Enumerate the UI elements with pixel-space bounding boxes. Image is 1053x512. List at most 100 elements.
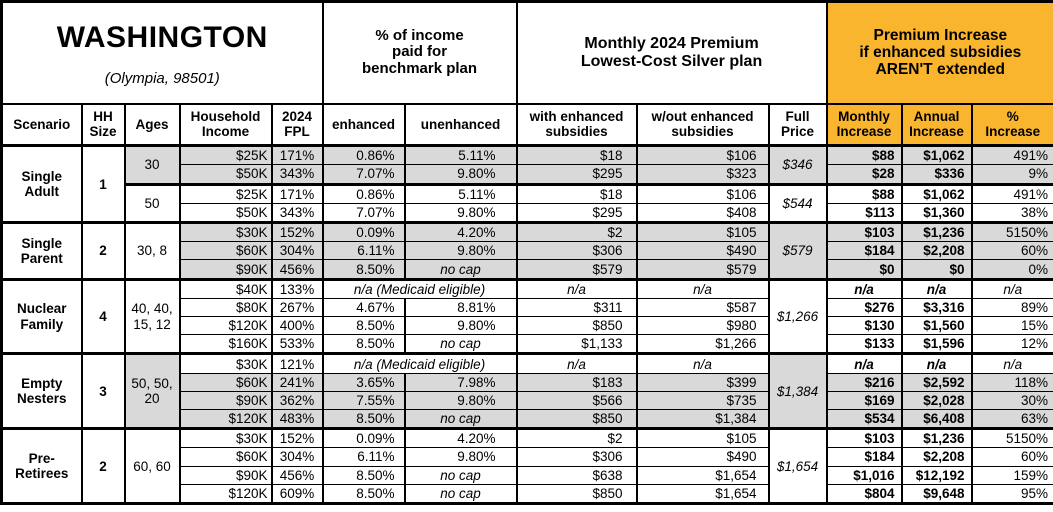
table-body: Single Adult 1 30 $25K 171% 0.86% 5.11% $18 $106… <box>0 144 1053 505</box>
annual-increase: $1,560 <box>900 316 973 336</box>
state-title: WASHINGTON <box>56 21 268 55</box>
pct-increase: 63% <box>970 408 1053 430</box>
col-header-with-subsidies: with enhanced subsidies <box>515 102 638 148</box>
unenhanced-pct: no cap <box>403 334 518 355</box>
fpl-pct: 400% <box>270 316 324 336</box>
full-price: $544 <box>767 182 828 224</box>
col-header-unenhanced: unenhanced <box>403 102 518 148</box>
fpl-pct: 267% <box>270 297 324 318</box>
monthly-increase: $103 <box>825 221 903 243</box>
household-income: $60K <box>178 372 273 392</box>
enhanced-pct: 8.50% <box>321 483 406 505</box>
pct-increase: 491% <box>970 144 1053 166</box>
annual-increase: $2,208 <box>900 447 973 467</box>
fpl-pct: 171% <box>270 182 324 204</box>
enhanced-pct: 3.65% <box>321 372 406 392</box>
premium-with-subsidies: $850 <box>515 408 638 430</box>
annual-increase: $1,236 <box>900 221 973 243</box>
unenhanced-pct: 5.11% <box>403 144 518 166</box>
col-header-hh-size: HH Size <box>80 102 126 148</box>
unenhanced-pct: no cap <box>403 465 518 485</box>
premium-with-subsidies: $18 <box>515 182 638 204</box>
hh-size: 1 <box>80 144 126 224</box>
group-header-benchmark: % of income paid for benchmark plan <box>321 0 518 105</box>
group-header-row: WASHINGTON (Olympia, 98501) % of income … <box>0 0 1053 105</box>
pct-increase: 30% <box>970 390 1053 410</box>
monthly-increase: $216 <box>825 372 903 392</box>
premium-with-subsidies: $850 <box>515 483 638 505</box>
enhanced-pct: 0.09% <box>321 221 406 243</box>
full-price: $1,654 <box>767 427 828 504</box>
hh-size: 3 <box>80 352 126 430</box>
household-income: $40K <box>178 277 273 299</box>
col-header-household-income: Household Income <box>178 102 273 148</box>
fpl-pct: 304% <box>270 241 324 261</box>
enhanced-pct: 8.50% <box>321 465 406 485</box>
pct-increase: 5150% <box>970 427 1053 449</box>
col-header-enhanced: enhanced <box>321 102 406 148</box>
monthly-increase: $184 <box>825 241 903 261</box>
medicaid-note: n/a (Medicaid eligible) <box>321 352 518 374</box>
premium-with-subsidies: $566 <box>515 390 638 410</box>
fpl-pct: 241% <box>270 372 324 392</box>
household-income: $90K <box>178 465 273 485</box>
annual-increase: $336 <box>900 164 973 185</box>
annual-increase: n/a <box>900 352 973 374</box>
unenhanced-pct: no cap <box>403 408 518 430</box>
unenhanced-pct: 7.98% <box>403 372 518 392</box>
ages: 50, 50, 20 <box>123 352 181 430</box>
col-header-pct-increase: % Increase <box>970 102 1053 148</box>
unenhanced-pct: 8.81% <box>403 297 518 318</box>
scenario-name: Empty Nesters <box>0 352 83 430</box>
hh-size: 2 <box>80 221 126 280</box>
premium-with-subsidies: $2 <box>515 427 638 449</box>
pct-increase: n/a <box>970 352 1053 374</box>
pct-increase: 60% <box>970 447 1053 467</box>
premium-without-subsidies: $106 <box>635 182 770 204</box>
fpl-pct: 133% <box>270 277 324 299</box>
premium-without-subsidies: $1,654 <box>635 465 770 485</box>
annual-increase: $2,208 <box>900 241 973 261</box>
ages: 30 <box>123 144 181 185</box>
household-income: $30K <box>178 352 273 374</box>
full-price: $346 <box>767 144 828 185</box>
annual-increase: $2,028 <box>900 390 973 410</box>
household-income: $120K <box>178 408 273 430</box>
pct-increase: 5150% <box>970 221 1053 243</box>
premium-with-subsidies: $295 <box>515 202 638 224</box>
premium-with-subsidies: n/a <box>515 352 638 374</box>
enhanced-pct: 7.55% <box>321 390 406 410</box>
household-income: $30K <box>178 427 273 449</box>
household-income: $30K <box>178 221 273 243</box>
hh-size: 4 <box>80 277 126 355</box>
premium-without-subsidies: $1,654 <box>635 483 770 505</box>
household-income: $160K <box>178 334 273 355</box>
household-income: $90K <box>178 259 273 280</box>
annual-increase: $12,192 <box>900 465 973 485</box>
full-price: $579 <box>767 221 828 280</box>
monthly-increase: $1,016 <box>825 465 903 485</box>
pct-increase: 0% <box>970 259 1053 280</box>
household-income: $90K <box>178 390 273 410</box>
fpl-pct: 152% <box>270 427 324 449</box>
enhanced-pct: 7.07% <box>321 202 406 224</box>
unenhanced-pct: 9.80% <box>403 164 518 185</box>
enhanced-pct: 0.86% <box>321 182 406 204</box>
enhanced-pct: 6.11% <box>321 447 406 467</box>
unenhanced-pct: 9.80% <box>403 241 518 261</box>
pct-increase: 89% <box>970 297 1053 318</box>
monthly-increase: $103 <box>825 427 903 449</box>
group-header-premium: Monthly 2024 Premium Lowest-Cost Silver … <box>515 0 828 105</box>
monthly-increase: $113 <box>825 202 903 224</box>
unenhanced-pct: no cap <box>403 483 518 505</box>
unenhanced-pct: 9.80% <box>403 316 518 336</box>
premium-with-subsidies: $638 <box>515 465 638 485</box>
group-header-increase: Premium Increase if enhanced subsidies A… <box>825 0 1053 105</box>
col-header-ages: Ages <box>123 102 181 148</box>
premium-with-subsidies: $18 <box>515 144 638 166</box>
premium-without-subsidies: $105 <box>635 221 770 243</box>
premium-without-subsidies: $735 <box>635 390 770 410</box>
full-price: $1,384 <box>767 352 828 430</box>
pct-increase: 38% <box>970 202 1053 224</box>
